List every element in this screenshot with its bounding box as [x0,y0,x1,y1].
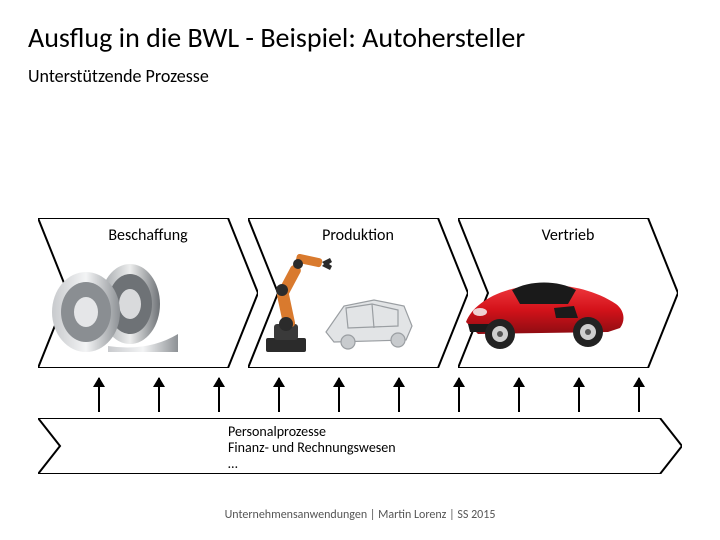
slide-subtitle: Unterstützende Prozesse [28,65,692,87]
up-arrow-icon [578,378,580,412]
up-arrow-icon [338,378,340,412]
up-arrow-icon [158,378,160,412]
process-step-label: Produktion [248,226,468,245]
process-step-produktion: Produktion [248,218,468,368]
support-processes-lines: Personalprozesse Finanz- und Rechnungswe… [228,424,396,472]
slide-title: Ausflug in die BWL - Beispiel: Autoherst… [28,20,692,55]
support-processes-band: Personalprozesse Finanz- und Rechnungswe… [38,418,682,476]
up-arrow-icon [638,378,640,412]
process-step-vertrieb: Vertrieb [458,218,678,368]
slide-footer: Unternehmensanwendungen | Martin Lorenz … [0,508,720,522]
beschaffung-image [38,254,258,362]
up-arrow-icon [278,378,280,412]
up-arrow-icon [518,378,520,412]
process-chain: Beschaffung [38,218,682,368]
up-arrow-icon [218,378,220,412]
support-line: Finanz- und Rechnungswesen [228,440,396,456]
process-step-label: Beschaffung [38,226,258,245]
support-line: Personalprozesse [228,424,396,440]
support-arrows [38,378,682,418]
produktion-image [248,254,468,362]
process-step-beschaffung: Beschaffung [38,218,258,368]
up-arrow-icon [398,378,400,412]
support-line: … [228,456,396,472]
vertrieb-image [458,254,678,362]
up-arrow-icon [98,378,100,412]
process-step-label: Vertrieb [458,226,678,245]
up-arrow-icon [458,378,460,412]
